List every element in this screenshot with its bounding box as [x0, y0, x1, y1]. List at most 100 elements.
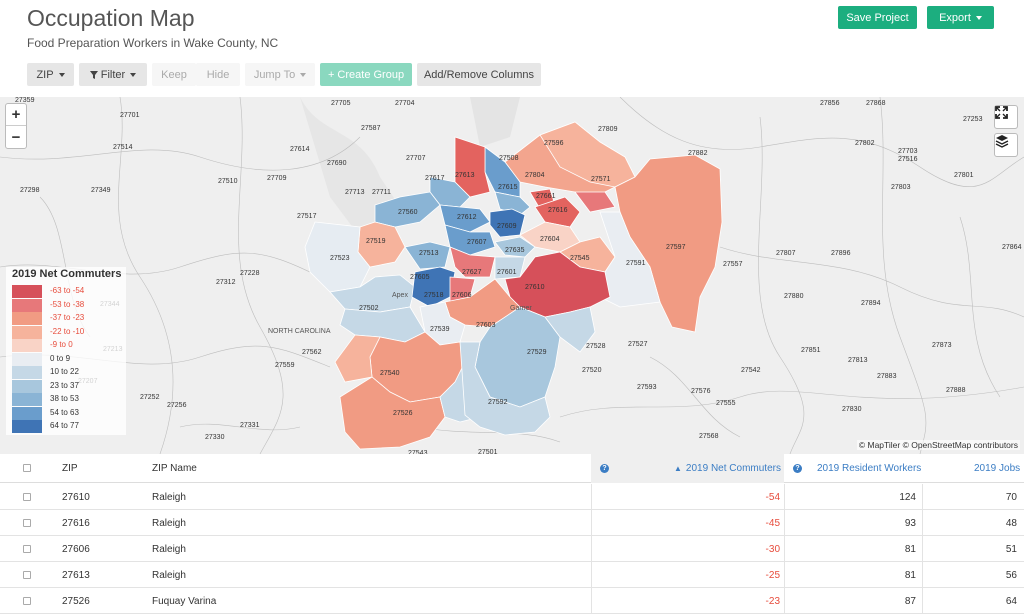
- zip-label: 27856: [820, 100, 840, 107]
- zip-label: 27802: [855, 140, 875, 147]
- zip-label: 27510: [218, 178, 238, 185]
- row-checkbox[interactable]: [23, 519, 31, 527]
- zip-label: 27617: [425, 175, 445, 182]
- legend-entry: -22 to -10: [12, 325, 122, 339]
- zoom-in-button[interactable]: +: [6, 104, 26, 126]
- filter-dropdown[interactable]: Filter: [79, 63, 147, 86]
- legend-swatch: [12, 339, 42, 352]
- column-header-net-commuters[interactable]: ▲ 2019 Net Commuters: [674, 463, 781, 474]
- cell-zip[interactable]: 27610: [62, 492, 90, 503]
- column-header-net-commuters-label: 2019 Net Commuters: [685, 463, 781, 474]
- zip-label: 27587: [361, 125, 381, 132]
- layers-button[interactable]: [994, 133, 1018, 157]
- cell-zip[interactable]: 27616: [62, 518, 90, 529]
- cell-jobs: 51: [1005, 544, 1017, 555]
- zip-label: 27252: [140, 394, 160, 401]
- map-canvas[interactable]: 27705 27704 27856 27868 27359 27701 27587 27596…: [0, 97, 1024, 454]
- zip-label: 27610: [525, 284, 545, 291]
- legend-range-label: -22 to -10: [50, 326, 85, 336]
- chevron-down-icon: [130, 72, 137, 77]
- table-row[interactable]: 27613 Raleigh -25 81 56: [0, 562, 1024, 588]
- zip-label: 27703: [898, 148, 918, 155]
- column-header-zip[interactable]: ZIP: [62, 463, 78, 474]
- zip-label: 27519: [366, 238, 386, 245]
- zip-label: 27868: [866, 100, 886, 107]
- row-checkbox[interactable]: [23, 571, 31, 579]
- legend-range-label: 64 to 77: [50, 421, 79, 430]
- select-all-checkbox[interactable]: [23, 464, 31, 472]
- table-row[interactable]: 27616 Raleigh -45 93 48: [0, 510, 1024, 536]
- help-icon[interactable]: ?: [600, 464, 609, 473]
- column-header-resident-workers[interactable]: 2019 Resident Workers: [817, 463, 922, 474]
- zip-label: 27873: [932, 342, 952, 349]
- table-row[interactable]: 27526 Fuquay Varina -23 87 64: [0, 588, 1024, 614]
- choropleth-map[interactable]: 27705 27704 27856 27868 27359 27701 27587 27596…: [0, 97, 1024, 454]
- cell-jobs: 56: [1005, 570, 1017, 581]
- zip-label: 27528: [586, 343, 606, 350]
- column-divider: [922, 484, 923, 510]
- zoom-control: + −: [5, 103, 27, 149]
- export-label: Export: [939, 11, 971, 24]
- fullscreen-button[interactable]: [994, 105, 1018, 129]
- zoom-out-button[interactable]: −: [11, 128, 21, 146]
- map-legend: 2019 Net Commuters -63 to -54 -53 to -38 -…: [6, 267, 126, 435]
- zip-label: 27560: [398, 209, 418, 216]
- legend-range-label: -9 to 0: [50, 340, 73, 349]
- jump-to-dropdown[interactable]: Jump To: [245, 63, 315, 86]
- help-icon[interactable]: ?: [793, 464, 802, 473]
- hide-button[interactable]: Hide: [196, 63, 240, 86]
- zip-label: 27596: [544, 140, 564, 147]
- export-button[interactable]: Export: [927, 6, 994, 29]
- zip-label: 27804: [525, 172, 545, 179]
- city-label-garner: Garner: [510, 305, 532, 312]
- zip-label: 27518: [424, 292, 444, 299]
- table-row[interactable]: 27610 Raleigh -54 124 70: [0, 484, 1024, 510]
- zip-label: 27809: [598, 126, 618, 133]
- row-checkbox[interactable]: [23, 597, 31, 605]
- zip-label: 27705: [331, 100, 351, 107]
- zip-label: 27615: [498, 184, 518, 191]
- row-checkbox[interactable]: [23, 493, 31, 501]
- save-project-button[interactable]: Save Project: [838, 6, 917, 29]
- row-checkbox[interactable]: [23, 545, 31, 553]
- cell-net-commuters: -45: [765, 518, 780, 529]
- legend-entry: 10 to 22: [12, 366, 122, 379]
- legend-entry: 54 to 63: [12, 406, 122, 420]
- add-remove-columns-button[interactable]: Add/Remove Columns: [417, 63, 541, 86]
- map-attribution[interactable]: © MapTiler © OpenStreetMap contributors: [856, 440, 1020, 450]
- cell-zip-name: Raleigh: [152, 570, 186, 581]
- zip-label: 27562: [302, 349, 322, 356]
- zip-label: 27880: [784, 293, 804, 300]
- legend-range-label: -63 to -54: [50, 286, 85, 295]
- zip-label: 27526: [393, 410, 413, 417]
- create-group-button[interactable]: + Create Group: [320, 63, 412, 86]
- column-divider: [591, 588, 592, 614]
- legend-swatch: [12, 325, 42, 339]
- cell-zip[interactable]: 27526: [62, 596, 90, 607]
- column-header-jobs[interactable]: 2019 Jobs: [974, 463, 1021, 474]
- keep-button[interactable]: Keep: [152, 63, 196, 86]
- zip-label: 27616: [548, 207, 568, 214]
- legend-swatch: [12, 298, 42, 312]
- zip-label: 27801: [954, 172, 974, 179]
- city-label-apex: Apex: [392, 292, 408, 299]
- table-row[interactable]: 27606 Raleigh -30 81 51: [0, 536, 1024, 562]
- cell-zip[interactable]: 27613: [62, 570, 90, 581]
- zip-label: 27576: [691, 388, 711, 395]
- column-divider: [784, 484, 785, 510]
- column-header-zip-name[interactable]: ZIP Name: [152, 463, 197, 474]
- zip-label: 27228: [240, 270, 260, 277]
- zip-label: 27803: [891, 184, 911, 191]
- zip-label: 27607: [467, 239, 487, 246]
- column-divider: [784, 562, 785, 588]
- filter-dropdown-label: Filter: [100, 68, 126, 81]
- zip-label: 27256: [167, 402, 187, 409]
- zip-label: 27704: [395, 100, 415, 107]
- zip-label: 27830: [842, 406, 862, 413]
- column-divider: [591, 484, 592, 510]
- cell-zip[interactable]: 27606: [62, 544, 90, 555]
- zip-dropdown[interactable]: ZIP: [27, 63, 74, 86]
- zip-label: 27527: [628, 341, 648, 348]
- zip-label: 27807: [776, 250, 796, 257]
- zip-label: 27635: [505, 247, 525, 254]
